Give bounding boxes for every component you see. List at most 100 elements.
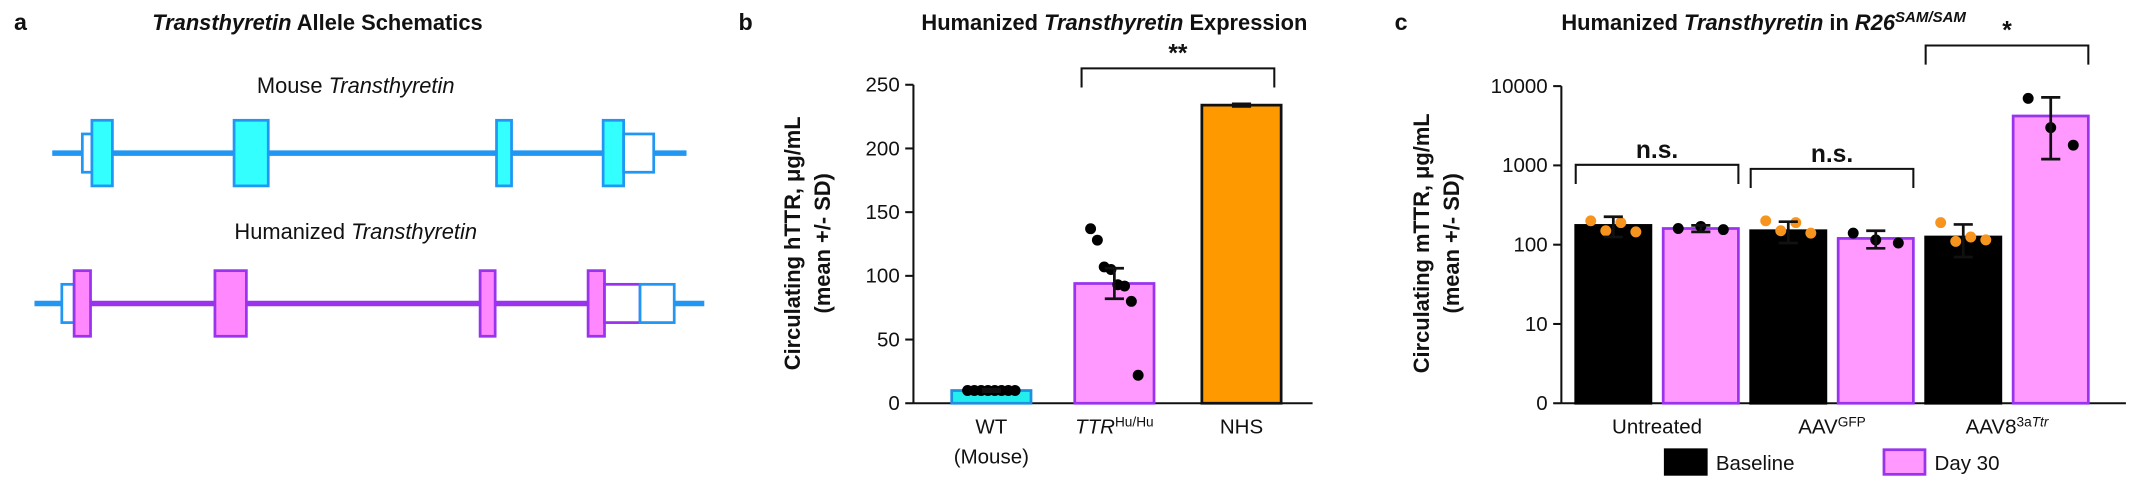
y-tick-label: 200 bbox=[866, 137, 900, 160]
y-tick-label: 10 bbox=[1525, 313, 1548, 336]
bar bbox=[1661, 227, 1740, 405]
panel-label: c bbox=[1395, 9, 1408, 35]
x-tick-label: AAV83aTtr bbox=[1966, 414, 2049, 438]
chart-title: Humanized Transthyretin Expression bbox=[921, 10, 1307, 35]
significance-label: n.s. bbox=[1636, 137, 1678, 164]
data-point bbox=[1091, 234, 1103, 246]
x-tick-label: Untreated bbox=[1612, 415, 1702, 438]
data-point bbox=[1847, 227, 1859, 239]
label-part: TTR bbox=[1075, 415, 1115, 438]
y-axis-label: Circulating mTTR, μg/mL bbox=[1409, 113, 1434, 373]
significance-label: ** bbox=[1168, 41, 1188, 68]
significance-bracket bbox=[1749, 167, 1915, 189]
data-point bbox=[1600, 225, 1612, 237]
data-point bbox=[1119, 280, 1131, 292]
y-tick-label: 0 bbox=[1536, 392, 1547, 415]
label-part: Transthyretin bbox=[329, 73, 455, 98]
significance-label: * bbox=[2002, 18, 2012, 45]
data-point bbox=[1760, 215, 1772, 227]
panel-label: b bbox=[738, 9, 752, 35]
data-point bbox=[1935, 217, 1947, 229]
x-tick-label: AAVGFP bbox=[1798, 414, 1866, 438]
y-tick-label: 150 bbox=[866, 201, 900, 224]
y-axis-label: (mean +/- SD) bbox=[1439, 173, 1464, 313]
bar bbox=[1073, 282, 1156, 405]
title-part: Allele Schematics bbox=[292, 10, 483, 35]
allele-label: Humanized Transthyretin bbox=[234, 219, 477, 244]
data-point bbox=[1672, 223, 1684, 234]
y-tick-label: 250 bbox=[866, 74, 900, 97]
data-point bbox=[1950, 235, 1962, 247]
data-point bbox=[2022, 92, 2034, 104]
bar bbox=[1924, 235, 2003, 405]
data-point bbox=[2067, 139, 2079, 151]
label-part: Transthyretin bbox=[351, 219, 477, 244]
y-axis-label: (mean +/- SD) bbox=[810, 173, 835, 313]
y-tick-label: 0 bbox=[888, 392, 899, 415]
bar bbox=[2011, 114, 2090, 405]
label-sup: Hu/Hu bbox=[1115, 414, 1154, 429]
label-part: AAV8 bbox=[1966, 415, 2017, 438]
data-point bbox=[1892, 237, 1904, 249]
humanized-allele bbox=[34, 269, 705, 338]
data-point bbox=[1805, 227, 1817, 239]
title-part: R26 bbox=[1855, 10, 1896, 35]
data-point bbox=[1717, 224, 1729, 236]
y-tick-label: 1000 bbox=[1502, 154, 1548, 177]
legend-swatch bbox=[1663, 448, 1708, 476]
title-part: in bbox=[1823, 10, 1855, 35]
title-part: SAM/SAM bbox=[1895, 9, 1966, 26]
label-part: Mouse bbox=[257, 73, 329, 98]
significance-label: n.s. bbox=[1811, 141, 1853, 168]
mouse-allele bbox=[52, 118, 687, 188]
significance-bracket bbox=[1080, 67, 1276, 88]
label-sup: 3a bbox=[2016, 414, 2032, 429]
schematic-title: Transthyretin Allele Schematics bbox=[152, 10, 482, 35]
chart-title: Humanized Transthyretin in R26SAM/SAM bbox=[1561, 9, 1966, 36]
legend-label: Day 30 bbox=[1935, 452, 2000, 475]
y-tick-label: 10000 bbox=[1491, 75, 1548, 98]
x-tick-label: WT bbox=[975, 415, 1007, 438]
data-point bbox=[1980, 234, 1992, 246]
data-point bbox=[1965, 231, 1977, 243]
x-tick-label: (Mouse) bbox=[954, 445, 1029, 468]
y-tick-label: 100 bbox=[866, 265, 900, 288]
data-point bbox=[1125, 295, 1137, 307]
bar bbox=[1836, 237, 1915, 405]
bar bbox=[1749, 229, 1828, 405]
significance-bracket bbox=[1924, 44, 2090, 65]
data-point bbox=[1085, 223, 1097, 235]
panel-label: a bbox=[14, 9, 28, 35]
title-part: Expression bbox=[1183, 10, 1307, 35]
bar bbox=[1200, 103, 1283, 405]
data-point bbox=[1630, 226, 1642, 238]
title-part: Humanized bbox=[921, 10, 1044, 35]
title-part: Transthyretin bbox=[1044, 10, 1183, 35]
x-tick-label: TTRHu/Hu bbox=[1075, 414, 1154, 438]
title-part: Transthyretin bbox=[1684, 10, 1823, 35]
label-part: Untreated bbox=[1612, 415, 1702, 438]
legend-swatch bbox=[1882, 448, 1927, 476]
y-tick-label: 100 bbox=[1513, 234, 1547, 257]
label-sup: GFP bbox=[1838, 414, 1866, 429]
data-point bbox=[1585, 215, 1597, 227]
data-point bbox=[1009, 385, 1021, 396]
legend-label: Baseline bbox=[1716, 452, 1795, 475]
label-part: NHS bbox=[1220, 415, 1263, 438]
label-part: AAV bbox=[1798, 415, 1838, 438]
title-part: Humanized bbox=[1561, 10, 1684, 35]
bar bbox=[1574, 224, 1653, 405]
label-part: Humanized bbox=[234, 219, 351, 244]
y-tick-label: 50 bbox=[877, 328, 900, 351]
significance-bracket bbox=[1574, 163, 1740, 184]
allele-label: Mouse Transthyretin bbox=[257, 73, 455, 98]
y-axis-label: Circulating hTTR, μg/mL bbox=[780, 116, 805, 370]
data-point bbox=[1775, 225, 1787, 237]
data-point bbox=[1615, 217, 1627, 229]
label-sup: Ttr bbox=[2032, 414, 2049, 429]
title-part: Transthyretin bbox=[152, 10, 291, 35]
x-tick-label: NHS bbox=[1220, 415, 1263, 438]
data-point bbox=[1132, 369, 1144, 381]
label-part: WT bbox=[975, 415, 1007, 438]
